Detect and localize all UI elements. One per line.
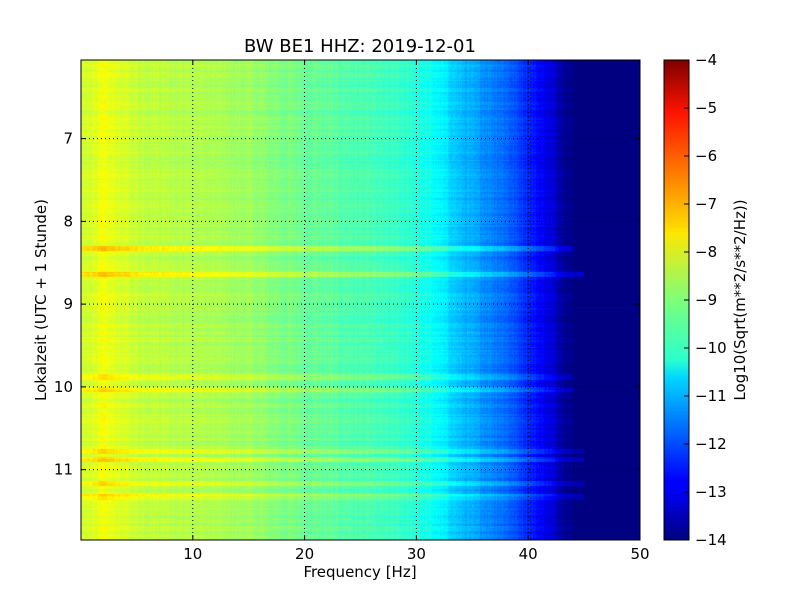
y-axis-label: Lokalzeit (UTC + 1 Stunde): [32, 199, 50, 401]
colorbar-tick-label-1: −5: [695, 99, 717, 117]
x-tick-label-2: 30: [407, 545, 426, 563]
plot-frame: [80, 59, 641, 541]
colorbar-tick-label-6: −10: [695, 339, 727, 357]
x-axis-ticks: 10 20 30 40 50: [183, 60, 650, 563]
colorbar-ticks: −4 −5 −6 −7 −8 −9 −10 −11 −12 −13 −14: [684, 51, 727, 549]
colorbar-tick-label-10: −14: [695, 531, 727, 549]
colorbar: [663, 59, 690, 541]
x-tick-label-3: 40: [519, 545, 538, 563]
x-tick-label-1: 20: [295, 545, 314, 563]
y-axis-ticks: 7 8 9 10 11: [54, 130, 640, 479]
y-tick-label-4: 11: [54, 461, 73, 479]
heatmap-plot-area: [81, 60, 640, 540]
chart-title: BW BE1 HHZ: 2019-12-01: [244, 36, 476, 57]
spectrogram-heatmap: [81, 60, 640, 540]
colorbar-tick-label-4: −8: [695, 243, 717, 261]
colorbar-tick-label-9: −13: [695, 483, 727, 501]
colorbar-tick-label-2: −6: [695, 147, 717, 165]
colorbar-label: Log10(Sqrt(m**2/s**2/Hz)): [731, 199, 749, 400]
y-tick-label-0: 7: [63, 130, 73, 148]
colorbar-tick-label-3: −7: [695, 195, 717, 213]
colorbar-tick-label-7: −11: [695, 387, 727, 405]
grid-lines: [81, 60, 640, 540]
x-tick-label-4: 50: [630, 545, 649, 563]
colorbar-tick-label-0: −4: [695, 51, 717, 69]
colorbar-tick-label-8: −12: [695, 435, 727, 453]
x-axis-label: Frequency [Hz]: [303, 563, 416, 581]
y-tick-label-3: 10: [54, 378, 73, 396]
colorbar-tick-label-5: −9: [695, 291, 717, 309]
x-tick-label-0: 10: [183, 545, 202, 563]
y-tick-label-1: 8: [63, 212, 73, 230]
y-tick-label-2: 9: [63, 295, 73, 313]
